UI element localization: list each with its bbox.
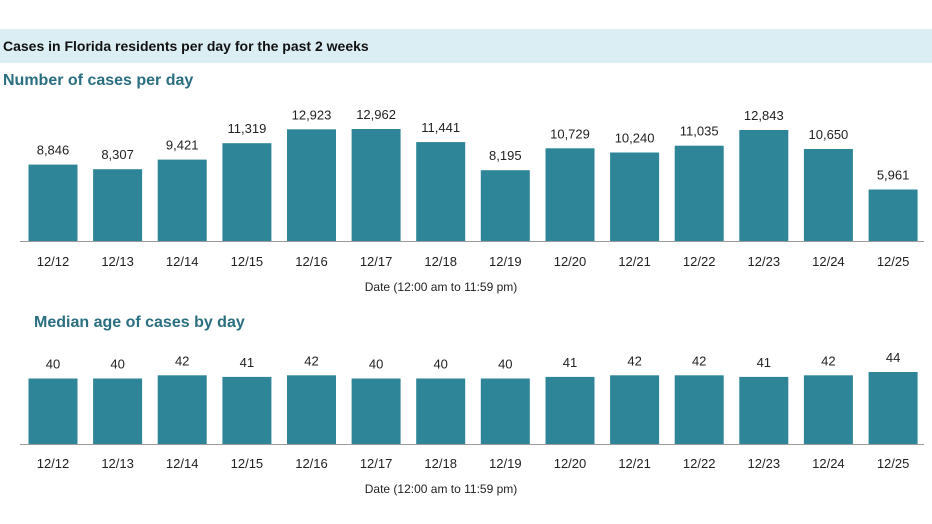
age-value-label: 40 bbox=[110, 357, 124, 372]
age-bar bbox=[416, 378, 466, 444]
cases-tick-label: 12/22 bbox=[683, 254, 716, 269]
cases-value-label: 8,195 bbox=[489, 148, 522, 163]
cases-tick-label: 12/21 bbox=[618, 254, 651, 269]
age-value-label: 40 bbox=[46, 357, 60, 372]
age-value-label: 40 bbox=[369, 357, 383, 372]
age-bar bbox=[739, 376, 789, 444]
header-band bbox=[0, 29, 932, 63]
age-tick-label: 12/24 bbox=[812, 456, 845, 471]
cases-bar bbox=[739, 130, 789, 241]
age-bar bbox=[610, 375, 660, 444]
age-bar bbox=[351, 378, 401, 444]
chart-title-cases: Number of cases per day bbox=[3, 72, 194, 89]
age-bar bbox=[157, 375, 207, 444]
cases-bar bbox=[351, 129, 401, 241]
cases-bar bbox=[480, 170, 530, 241]
cases-value-label: 11,035 bbox=[680, 124, 719, 139]
cases-tick-label: 12/24 bbox=[812, 254, 845, 269]
age-tick-label: 12/22 bbox=[683, 456, 716, 471]
age-tick-label: 12/21 bbox=[618, 456, 651, 471]
cases-value-label: 11,441 bbox=[421, 120, 460, 135]
cases-bar bbox=[28, 164, 78, 241]
age-bar bbox=[480, 378, 530, 444]
chart-title-median-age: Median age of cases by day bbox=[34, 314, 245, 331]
age-value-label: 42 bbox=[304, 353, 318, 368]
cases-tick-label: 12/14 bbox=[166, 254, 199, 269]
cases-value-label: 10,240 bbox=[615, 131, 655, 146]
age-value-label: 41 bbox=[240, 355, 254, 370]
age-bar bbox=[28, 378, 78, 444]
age-bar bbox=[287, 375, 336, 444]
cases-bar bbox=[222, 143, 272, 241]
cases-bar bbox=[157, 159, 207, 241]
age-tick-label: 12/23 bbox=[748, 456, 781, 471]
cases-value-label: 12,962 bbox=[356, 107, 396, 122]
cases-bar bbox=[610, 152, 660, 241]
cases-value-label: 10,729 bbox=[550, 126, 590, 141]
age-tick-label: 12/25 bbox=[877, 456, 910, 471]
cases-tick-label: 12/18 bbox=[424, 254, 457, 269]
age-bar bbox=[545, 376, 595, 444]
age-tick-label: 12/18 bbox=[424, 456, 457, 471]
age-bar bbox=[674, 375, 724, 444]
cases-tick-label: 12/17 bbox=[360, 254, 393, 269]
cases-bar bbox=[868, 189, 918, 241]
cases-tick-label: 12/20 bbox=[554, 254, 587, 269]
age-value-label: 41 bbox=[563, 355, 577, 370]
age-value-label: 41 bbox=[757, 355, 771, 370]
age-tick-label: 12/17 bbox=[360, 456, 393, 471]
age-tick-label: 12/15 bbox=[231, 456, 264, 471]
cases-tick-label: 12/15 bbox=[231, 254, 264, 269]
cases-value-label: 9,421 bbox=[166, 138, 199, 153]
age-value-label: 40 bbox=[498, 357, 512, 372]
age-value-label: 42 bbox=[692, 353, 706, 368]
cases-tick-label: 12/25 bbox=[877, 254, 910, 269]
age-tick-label: 12/19 bbox=[489, 456, 522, 471]
cases-value-label: 10,650 bbox=[809, 127, 849, 142]
age-tick-label: 12/14 bbox=[166, 456, 199, 471]
age-tick-label: 12/16 bbox=[295, 456, 328, 471]
cases-tick-label: 12/23 bbox=[748, 254, 781, 269]
age-tick-label: 12/13 bbox=[101, 456, 134, 471]
age-bar bbox=[222, 376, 272, 444]
cases-value-label: 11,319 bbox=[228, 121, 267, 136]
age-value-label: 42 bbox=[821, 353, 835, 368]
cases-bar bbox=[287, 129, 336, 241]
cases-tick-label: 12/19 bbox=[489, 254, 522, 269]
cases-value-label: 8,307 bbox=[101, 147, 134, 162]
age-value-label: 42 bbox=[175, 353, 189, 368]
cases-bar bbox=[93, 169, 143, 241]
cases-bar bbox=[416, 142, 466, 241]
cases-tick-label: 12/16 bbox=[295, 254, 328, 269]
cases-value-label: 8,846 bbox=[37, 143, 70, 158]
age-tick-label: 12/20 bbox=[554, 456, 587, 471]
cases-value-label: 12,923 bbox=[292, 107, 332, 122]
age-bar bbox=[868, 372, 918, 444]
cases-value-label: 5,961 bbox=[877, 168, 910, 183]
age-tick-label: 12/12 bbox=[37, 456, 70, 471]
age-bar bbox=[93, 378, 143, 444]
age-value-label: 42 bbox=[627, 353, 641, 368]
age-bar bbox=[803, 375, 853, 444]
cases-value-label: 12,843 bbox=[744, 108, 784, 123]
cases-tick-label: 12/12 bbox=[37, 254, 70, 269]
cases-bar bbox=[545, 148, 595, 241]
age-value-label: 40 bbox=[433, 357, 447, 372]
cases-bar bbox=[803, 149, 853, 241]
age-x-axis-label: Date (12:00 am to 11:59 pm) bbox=[365, 482, 518, 496]
cases-tick-label: 12/13 bbox=[101, 254, 134, 269]
page-title: Cases in Florida residents per day for t… bbox=[3, 38, 369, 54]
cases-bar bbox=[674, 145, 724, 241]
age-value-label: 44 bbox=[886, 350, 900, 365]
cases-x-axis-label: Date (12:00 am to 11:59 pm) bbox=[365, 280, 518, 294]
